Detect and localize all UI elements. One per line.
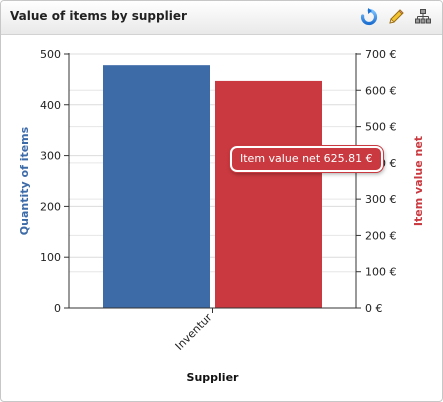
y-right-tick-label: 600 € bbox=[365, 84, 397, 97]
y-left-tick-label: 400 bbox=[40, 99, 61, 112]
tooltip-value: 625.81 € bbox=[323, 152, 373, 165]
x-tick-label: Inventur bbox=[173, 311, 215, 353]
panel-title: Value of items by supplier bbox=[10, 9, 187, 23]
y-right-tick-label: 200 € bbox=[365, 229, 397, 242]
y-right-tick-label: 300 € bbox=[365, 193, 397, 206]
sitemap-icon[interactable] bbox=[414, 8, 432, 26]
tooltip-label: Item value net bbox=[240, 152, 321, 165]
y-left-tick-label: 500 bbox=[40, 48, 61, 61]
x-axis-label: Supplier bbox=[187, 371, 240, 384]
y-right-axis-label: Item value net bbox=[412, 136, 425, 226]
refresh-icon[interactable] bbox=[360, 8, 378, 26]
chart-tooltip: Item value net 625.81 € bbox=[230, 146, 383, 172]
y-right-tick-label: 700 € bbox=[365, 48, 397, 61]
y-right-tick-label: 100 € bbox=[365, 266, 397, 279]
y-right-tick-label: 0 € bbox=[365, 302, 383, 315]
y-left-tick-label: 100 bbox=[40, 251, 61, 264]
y-left-tick-label: 300 bbox=[40, 150, 61, 163]
y-left-tick-label: 0 bbox=[54, 302, 61, 315]
y-left-axis-label: Quantity of items bbox=[18, 126, 31, 235]
bar-quantity bbox=[103, 65, 210, 309]
pencil-icon[interactable] bbox=[387, 8, 405, 26]
bar-item-value bbox=[215, 80, 322, 308]
y-right-tick-label: 500 € bbox=[365, 121, 397, 134]
panel-header: Value of items by supplier bbox=[1, 1, 442, 35]
y-left-tick-label: 200 bbox=[40, 200, 61, 213]
